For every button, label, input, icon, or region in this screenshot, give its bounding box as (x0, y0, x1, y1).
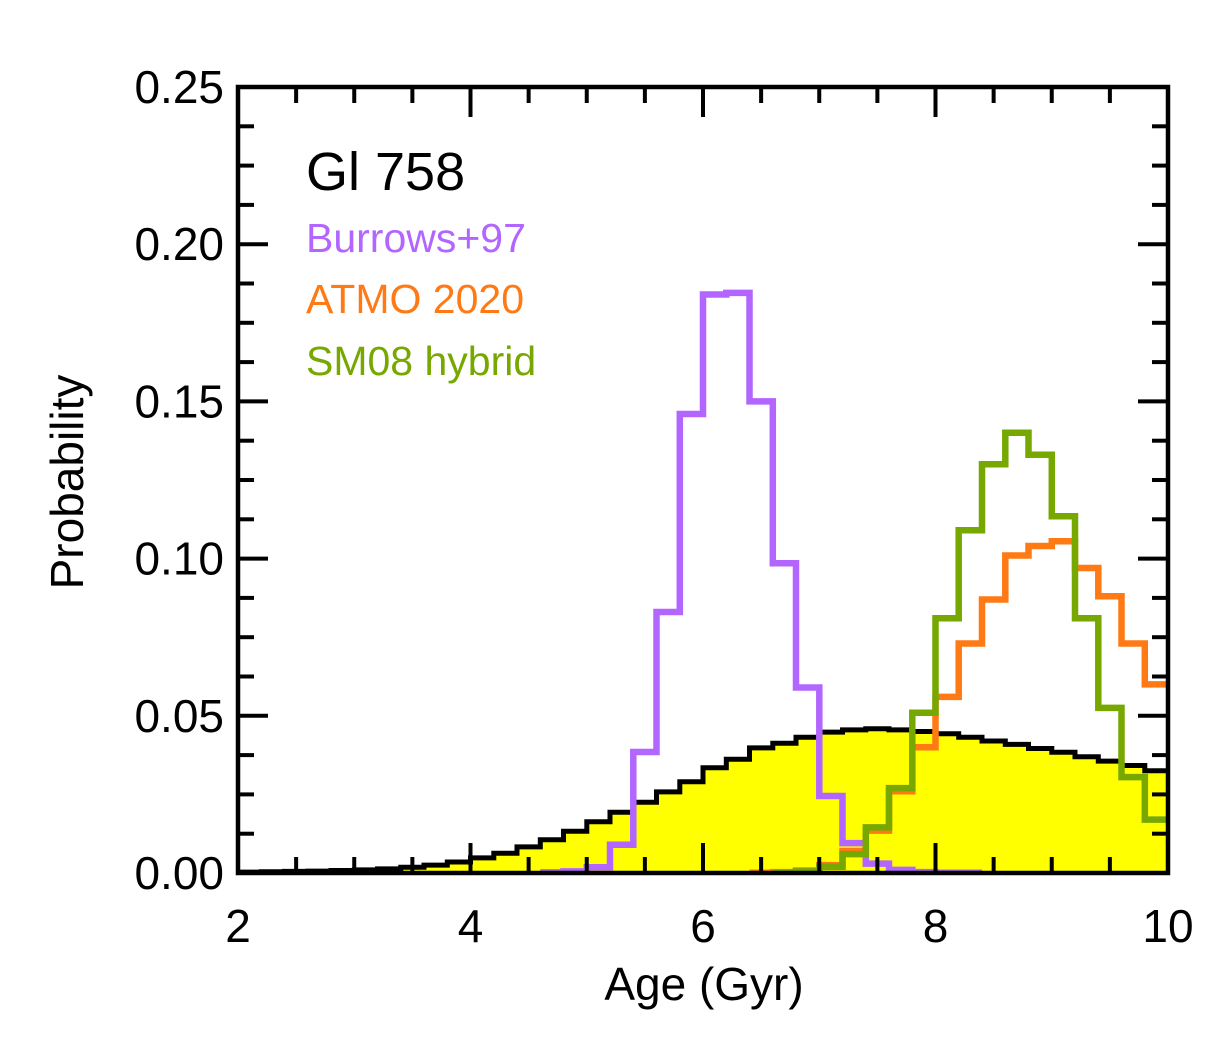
prior-bar (1051, 752, 1076, 873)
prior-bar (982, 741, 1006, 873)
prior-bar (958, 737, 983, 873)
plot-area (238, 289, 1168, 873)
x-tick-label: 8 (923, 900, 949, 952)
chart-title: Gl 758 (306, 142, 465, 202)
y-tick-label: 0.05 (134, 690, 224, 742)
prior-bar (1121, 765, 1146, 873)
prior-bar (819, 732, 844, 873)
prior-bar (842, 729, 867, 873)
prior-bar (912, 731, 937, 873)
y-tick-label: 0.15 (134, 375, 224, 427)
prior-bar (470, 857, 495, 873)
prior-bar (633, 802, 658, 873)
prior-bar (889, 729, 913, 873)
prior-bar (586, 821, 611, 873)
legend-entry-burrows97: Burrows+97 (306, 215, 526, 261)
prior-bar (796, 737, 820, 873)
prior-bar (1028, 748, 1053, 873)
x-axis-label: Age (Gyr) (604, 958, 803, 1010)
axes: 2 4 6 8 10 0.00 0.05 0.10 0.15 0.20 0.25 (134, 61, 1193, 952)
x-tick-label: 4 (458, 900, 484, 952)
prior-bar (493, 853, 518, 873)
prior-bar (726, 759, 751, 873)
prior-outline (238, 726, 1168, 873)
prior-bar (1098, 761, 1123, 873)
prior-bar (749, 747, 774, 873)
series-sm08-hybrid (772, 429, 1168, 873)
prior-bar (1005, 744, 1030, 873)
prior-bar (679, 781, 704, 873)
y-tick-label: 0.00 (134, 847, 224, 899)
prior-bar (703, 767, 727, 873)
prior-bar (540, 839, 565, 873)
prior-bar (935, 733, 960, 873)
series-burrows97 (540, 289, 982, 873)
y-axis-label: Probability (41, 375, 93, 590)
y-tick-label: 0.10 (134, 533, 224, 585)
y-tick-label: 0.25 (134, 61, 224, 113)
prior-bar (1075, 756, 1099, 873)
x-tick-label: 10 (1142, 900, 1193, 952)
y-tick-label: 0.20 (134, 218, 224, 270)
prior-bar (447, 862, 472, 873)
prior-bar (865, 728, 890, 873)
prior-bar (656, 791, 681, 873)
prior-bar (563, 831, 588, 873)
x-tick-label: 2 (225, 900, 251, 952)
x-tick-label: 6 (690, 900, 716, 952)
legend-entry-sm08-hybrid: SM08 hybrid (306, 338, 536, 384)
legend-entry-atmo2020: ATMO 2020 (306, 276, 524, 322)
prior-bar (772, 743, 797, 873)
prior-bar (424, 865, 448, 873)
